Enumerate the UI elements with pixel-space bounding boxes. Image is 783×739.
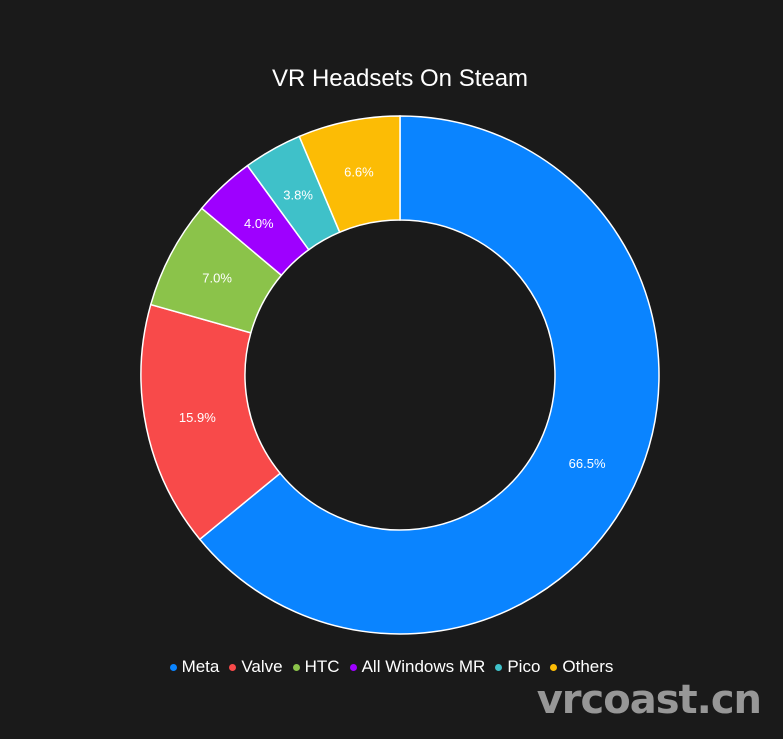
- slices-group: [140, 115, 660, 635]
- slice-labels-group: 66.5% 15.9% 7.0% 4.0% 3.8% 6.6%: [179, 165, 606, 471]
- slice-label-htc: 7.0%: [202, 271, 232, 286]
- chart-title: VR Headsets On Steam: [272, 65, 528, 92]
- legend-label: Pico: [507, 657, 541, 676]
- watermark: vrcoast.cn: [536, 677, 762, 723]
- legend-dot-icon: [169, 663, 177, 671]
- legend-item-htc[interactable]: HTC: [292, 657, 340, 677]
- legend-dot-icon: [349, 663, 357, 671]
- slice-meta: [198, 115, 660, 635]
- slice-label-meta: 66.5%: [569, 456, 606, 471]
- legend-dot-icon: [292, 663, 300, 671]
- legend-item-meta[interactable]: Meta: [169, 657, 220, 677]
- slice-others: [298, 115, 401, 234]
- legend-dot-icon: [495, 663, 503, 671]
- legend-item-valve[interactable]: Valve: [229, 657, 283, 677]
- legend-label: Others: [562, 657, 614, 676]
- legend-dot-icon: [229, 663, 237, 671]
- legend-label: All Windows MR: [361, 657, 486, 676]
- legend: Meta Valve HTC All Windows MR Pico Others: [0, 655, 783, 679]
- legend-item-others[interactable]: Others: [550, 657, 613, 677]
- slice-label-others: 6.6%: [344, 165, 374, 180]
- legend-label: Valve: [241, 657, 283, 676]
- slice-label-all-windows-mr: 4.0%: [244, 216, 274, 231]
- legend-item-all-windows-mr[interactable]: All Windows MR: [349, 657, 486, 677]
- slice-label-valve: 15.9%: [179, 410, 216, 425]
- legend-dot-icon: [550, 663, 558, 671]
- legend-item-pico[interactable]: Pico: [495, 657, 540, 677]
- slice-label-pico: 3.8%: [283, 187, 313, 202]
- legend-label: Meta: [181, 657, 220, 676]
- legend-label: HTC: [304, 657, 340, 676]
